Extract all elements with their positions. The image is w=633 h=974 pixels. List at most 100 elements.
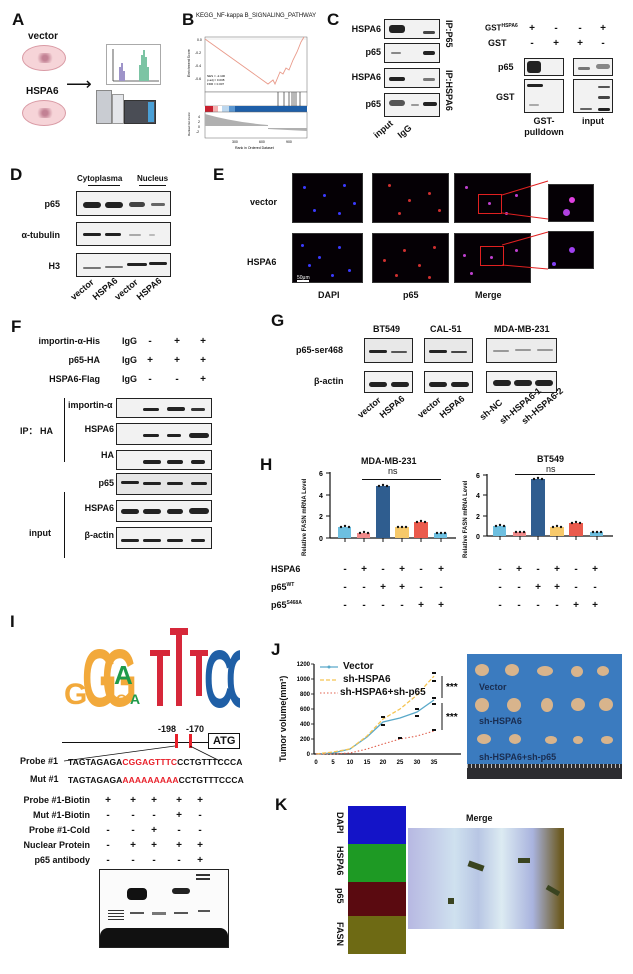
gsea-title: KEGG_NF-kappa B_SIGNALING_PATHWAY — [196, 13, 317, 19]
mass-spectrometer-icon — [96, 88, 156, 126]
chart-title: MDA-MB-231 — [361, 456, 417, 466]
sign: - — [106, 810, 110, 821]
sign: + — [176, 810, 182, 821]
fraction-nucleus-label: Nucleus — [137, 174, 169, 183]
gst-sign: + — [600, 23, 606, 34]
panel-label-f: F — [11, 317, 22, 336]
sign: - — [106, 855, 110, 866]
svg-text:-0.6: -0.6 — [195, 77, 201, 81]
svg-text:C: C — [204, 632, 234, 720]
gst-input-label: input — [582, 116, 604, 126]
photo-label-sh-hspa6: sh-HSPA6 — [479, 716, 522, 726]
lane-label: HSPA6 — [437, 393, 467, 420]
sign: + — [105, 795, 111, 806]
gst-sign: - — [530, 38, 534, 49]
blot-g-mda-actin — [486, 371, 557, 393]
image-k-hspa6 — [348, 844, 406, 882]
blot-gst-pulldown-gst — [524, 79, 564, 113]
y-axis-label: Relative FASN mRNA Level — [302, 478, 308, 556]
input-bracket — [64, 492, 65, 558]
svg-text:p.adj = 0.008: p.adj = 0.008 — [207, 78, 225, 82]
sign: + — [554, 582, 560, 593]
lane-label: HSPA6 — [134, 275, 164, 302]
gst-label: GST — [488, 38, 507, 48]
gst-sign: + — [553, 38, 559, 49]
blot-g-bt549-p65 — [364, 338, 413, 363]
svg-text:5: 5 — [331, 760, 335, 766]
ns-annotation: ns — [388, 466, 398, 476]
row-label-hspa6: HSPA6 — [247, 257, 277, 267]
image-hspa6-zoom — [548, 231, 594, 269]
ip-group-label: IP： HA — [20, 426, 54, 436]
promoter-line — [62, 742, 208, 743]
svg-text:400: 400 — [300, 722, 311, 728]
zoom-lines — [63, 745, 221, 762]
svg-text:800: 800 — [300, 692, 311, 698]
tumor-photo: Vector sh-HSPA6 sh-HSPA6+sh-p65 — [467, 654, 622, 779]
sign: - — [498, 600, 502, 611]
sign: - — [131, 810, 135, 821]
condition-label: p65-HA — [68, 355, 100, 365]
ns-annotation: ns — [546, 464, 556, 474]
gst-sign: + — [529, 23, 535, 34]
cond-value: IgG — [122, 374, 137, 384]
probe-label: Probe #1 — [20, 756, 59, 766]
ns-bar — [515, 474, 595, 475]
gst-sign: - — [601, 38, 605, 49]
bar-chart-mda: 6 4 2 0 — [319, 471, 456, 543]
svg-text:1000: 1000 — [297, 677, 311, 683]
svg-text:A: A — [114, 660, 133, 690]
blot-f-ha — [116, 450, 212, 470]
condition-vector-label: vector — [28, 31, 59, 42]
sign: - — [177, 825, 181, 836]
sign: + — [418, 600, 424, 611]
svg-text:600: 600 — [259, 140, 265, 144]
row-label-hspa6: HSPA6 — [84, 503, 114, 513]
blot-g-cal51-actin — [424, 371, 473, 393]
row-label-importin: importin-α — [68, 400, 113, 410]
scale-bar — [297, 280, 309, 282]
sign: + — [592, 564, 598, 575]
sign: + — [399, 582, 405, 593]
cond-sign: + — [174, 336, 180, 347]
image-vector-zoom — [548, 184, 594, 222]
sign: - — [343, 564, 347, 575]
row-label-vector: vector — [250, 197, 278, 207]
panel-label-h: H — [260, 455, 273, 474]
cond-sign: - — [148, 336, 152, 347]
sign: - — [381, 564, 385, 575]
blot-f-hspa6-input — [116, 500, 212, 522]
svg-text:2: 2 — [198, 120, 200, 124]
cell-line-label: MDA-MB-231 — [494, 324, 550, 334]
channel-label-fasn: FASN — [335, 922, 345, 947]
blot-f-p65 — [116, 473, 212, 495]
emsa-row-label: p65 antibody — [34, 855, 90, 865]
cond-sign: + — [147, 355, 153, 366]
image-hspa6-dapi: 50μm — [292, 233, 363, 283]
blot-coip-p65-2 — [384, 93, 440, 117]
sign: - — [419, 582, 423, 593]
svg-text:900: 900 — [286, 140, 292, 144]
gst-hspa6-label: GSTHSPA6 — [485, 23, 518, 33]
lane-label: vector — [415, 394, 443, 420]
sign: + — [399, 564, 405, 575]
col-label-merge: Merge — [475, 290, 502, 300]
panel-label-b: B — [182, 10, 195, 29]
svg-text:10: 10 — [347, 760, 354, 766]
svg-text:Enrichment Score: Enrichment Score — [187, 49, 191, 77]
site-marker — [175, 734, 178, 748]
zoom-box — [480, 246, 504, 266]
blot-g-bt549-actin — [364, 371, 413, 393]
lane-label: HSPA6 — [377, 393, 407, 420]
condition-label: HSPA6-Flag — [49, 374, 100, 384]
tumor-growth-chart: 0 200 400 600 800 1000 1200 0 5 10 15 20 25 30 35 ***… — [297, 662, 461, 766]
svg-text:0.0: 0.0 — [197, 38, 202, 42]
sign: + — [438, 600, 444, 611]
panel-label-e: E — [213, 165, 225, 184]
lane-input-label: input — [371, 118, 395, 140]
svg-text:-0.4: -0.4 — [195, 64, 201, 68]
svg-text:G: G — [82, 633, 117, 720]
sign: - — [198, 810, 202, 821]
cell-line-label: BT549 — [373, 324, 401, 334]
